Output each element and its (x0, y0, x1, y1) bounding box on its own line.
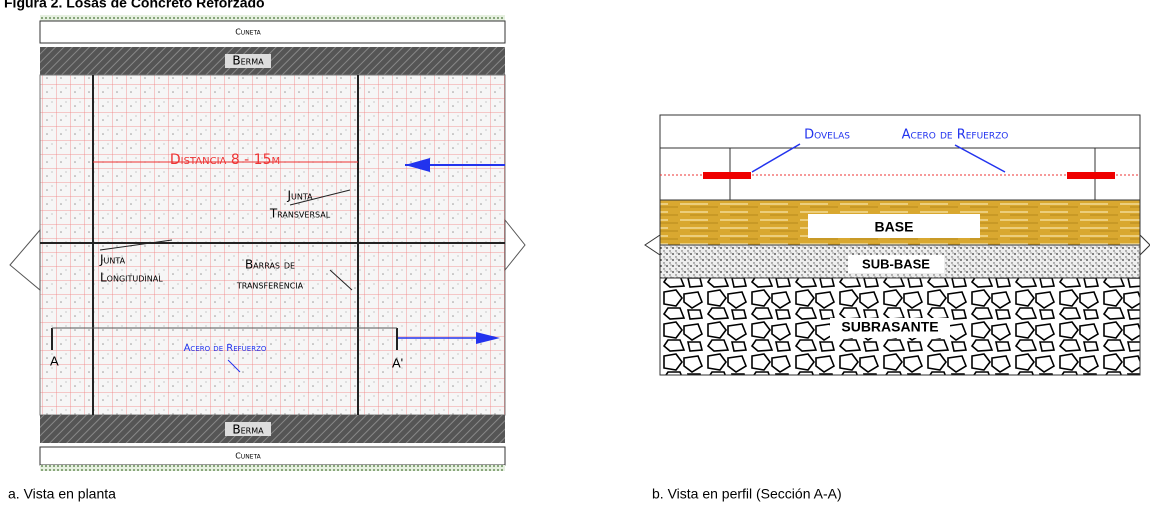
label: Junta (99, 253, 126, 267)
page: Figura 2. Losas de Concreto Reforzado Cu… (0, 0, 1150, 508)
plan-view: Cuneta Berma Distancia 8 - 15m Junta Tra… (8, 15, 525, 502)
label: Junta (286, 189, 313, 203)
label: Acero de Refuerzo (902, 128, 1009, 143)
label: A' (392, 355, 403, 370)
figure-title: Figura 2. Losas de Concreto Reforzado (4, 0, 265, 11)
label: Cuneta (235, 452, 261, 461)
caption: b. Vista en perfil (Sección A-A) (652, 486, 842, 502)
label: SUBRASANTE (841, 319, 938, 335)
label: Longitudinal (100, 271, 163, 285)
label: BASE (875, 219, 914, 235)
label: Berma (232, 423, 264, 437)
label: Acero de Refuerzo (184, 343, 267, 354)
label: Transversal (269, 207, 331, 221)
label: Distancia 8 - 15m (170, 152, 280, 168)
label: A (50, 353, 59, 368)
label: SUB-BASE (862, 256, 930, 271)
label: Barras de (245, 258, 295, 272)
caption: a. Vista en planta (8, 486, 116, 502)
profile-view: Dovelas Acero de Refuerzo BASE SUB-BASE … (645, 115, 1150, 502)
label: Cuneta (235, 28, 261, 37)
label: Berma (232, 54, 264, 68)
figure: Figura 2. Losas de Concreto Reforzado Cu… (0, 0, 1150, 508)
label: Dovelas (804, 128, 850, 143)
label: transferencia (236, 278, 304, 292)
